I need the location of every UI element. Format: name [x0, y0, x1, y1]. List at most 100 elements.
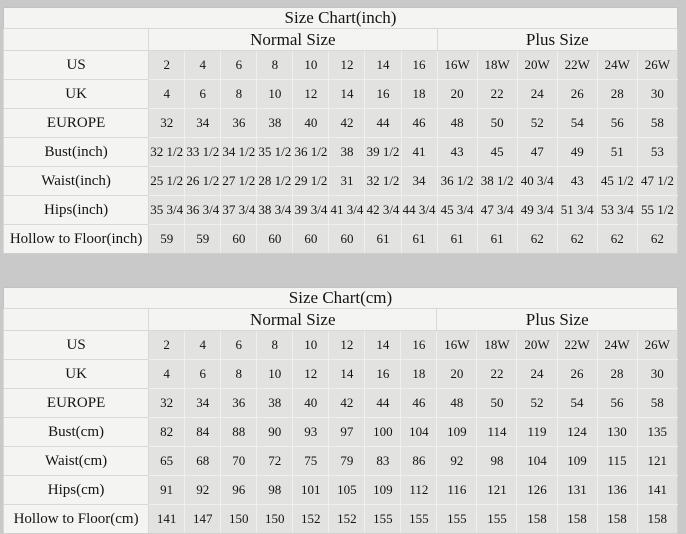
size-cell: 8	[256, 330, 294, 360]
size-cell: 38	[256, 108, 294, 138]
size-cell: 18	[400, 79, 438, 109]
size-cell: 90	[256, 417, 294, 447]
size-cell: 26	[556, 79, 598, 109]
size-cell: 68	[184, 446, 222, 476]
size-cell: 152	[292, 504, 330, 534]
size-cell: 22W	[556, 50, 598, 80]
size-cell: 121	[636, 446, 679, 476]
size-cell: 44 3/4	[400, 195, 438, 225]
size-cell: 28	[596, 79, 638, 109]
size-cell: 141	[148, 504, 186, 534]
size-cell: 22	[476, 79, 518, 109]
size-cell: 112	[400, 475, 438, 505]
size-cell: 135	[636, 417, 679, 447]
size-cell: 10	[292, 50, 330, 80]
size-cell: 27 1/2	[220, 166, 258, 196]
size-cell: 30	[636, 359, 679, 389]
size-cell: 30	[636, 79, 679, 109]
size-cell: 41 3/4	[328, 195, 366, 225]
size-cell: 24W	[596, 50, 638, 80]
size-cell: 6	[220, 50, 258, 80]
size-cell: 4	[184, 50, 222, 80]
size-cell: 20W	[516, 330, 558, 360]
size-cell: 105	[328, 475, 366, 505]
size-cell: 20	[436, 79, 478, 109]
size-cell: 58	[636, 108, 679, 138]
size-cell: 24	[516, 79, 558, 109]
size-cell: 62	[556, 224, 598, 254]
size-cell: 31	[328, 166, 366, 196]
size-cell: 42 3/4	[364, 195, 402, 225]
size-cell: 16	[364, 79, 402, 109]
table-row: US 2 4 6 8 10 12 14 16 16W 18W 20W 22W 24W 26W	[2, 330, 679, 360]
size-cell: 12	[328, 330, 366, 360]
size-cell: 158	[516, 504, 558, 534]
group-header-row: Normal Size Plus Size	[2, 28, 679, 51]
size-cell: 25 1/2	[148, 166, 186, 196]
size-cell: 150	[256, 504, 294, 534]
size-cell: 61	[364, 224, 402, 254]
size-cell: 29 1/2	[292, 166, 330, 196]
size-cell: 32 1/2	[148, 137, 186, 167]
size-cell: 158	[596, 504, 638, 534]
row-label: Bust(inch)	[2, 137, 150, 167]
size-cell: 48	[436, 108, 478, 138]
size-cell: 49	[556, 137, 598, 167]
size-cell: 92	[184, 475, 222, 505]
size-cell: 61	[436, 224, 478, 254]
size-cell: 10	[256, 79, 294, 109]
size-cell: 50	[476, 388, 518, 418]
row-label: Waist(inch)	[2, 166, 150, 196]
size-cell: 126	[516, 475, 558, 505]
size-cell: 65	[148, 446, 186, 476]
size-cell: 28 1/2	[256, 166, 294, 196]
size-cell: 91	[148, 475, 186, 505]
row-label: US	[2, 50, 150, 80]
row-label: Hollow to Floor(inch)	[2, 224, 150, 254]
size-cell: 38 1/2	[476, 166, 518, 196]
size-cell: 14	[328, 359, 366, 389]
size-cell: 155	[436, 504, 478, 534]
size-cell: 47	[516, 137, 558, 167]
size-cell: 158	[636, 504, 679, 534]
table-row: Waist(inch) 25 1/2 26 1/2 27 1/2 28 1/2 29 1/…	[2, 166, 679, 196]
size-cell: 79	[328, 446, 366, 476]
size-cell: 109	[556, 446, 598, 476]
size-cell: 53 3/4	[596, 195, 638, 225]
size-cell: 32	[148, 108, 186, 138]
size-cell: 93	[292, 417, 330, 447]
row-label: Bust(cm)	[2, 417, 150, 447]
chart-title: Size Chart(cm)	[3, 287, 678, 309]
size-cell: 36 1/2	[292, 137, 330, 167]
size-cell: 22W	[556, 330, 598, 360]
size-cell: 10	[256, 359, 294, 389]
size-cell: 8	[220, 79, 258, 109]
size-cell: 8	[256, 50, 294, 80]
size-cell: 16W	[436, 330, 478, 360]
size-cell: 60	[256, 224, 294, 254]
size-cell: 92	[436, 446, 478, 476]
size-cell: 83	[364, 446, 402, 476]
size-cell: 70	[220, 446, 258, 476]
size-cell: 59	[184, 224, 222, 254]
size-cell: 52	[516, 108, 558, 138]
size-cell: 124	[556, 417, 598, 447]
size-cell: 43	[436, 137, 478, 167]
size-cell: 34 1/2	[220, 137, 258, 167]
size-cell: 36 1/2	[436, 166, 478, 196]
size-chart-inch-table: Size Chart(inch) Normal Size Plus Size US 2 4…	[2, 7, 679, 254]
size-cell: 38 3/4	[256, 195, 294, 225]
size-cell: 75	[292, 446, 330, 476]
size-cell: 38	[328, 137, 366, 167]
size-cell: 2	[148, 330, 186, 360]
size-cell: 16	[400, 330, 438, 360]
size-cell: 130	[596, 417, 638, 447]
size-cell: 8	[220, 359, 258, 389]
size-cell: 72	[256, 446, 294, 476]
corner-cell	[2, 308, 150, 331]
size-cell: 12	[328, 50, 366, 80]
size-cell: 14	[364, 50, 402, 80]
size-cell: 61	[400, 224, 438, 254]
size-cell: 26W	[636, 50, 679, 80]
chart-title-row: Size Chart(inch)	[3, 7, 678, 29]
